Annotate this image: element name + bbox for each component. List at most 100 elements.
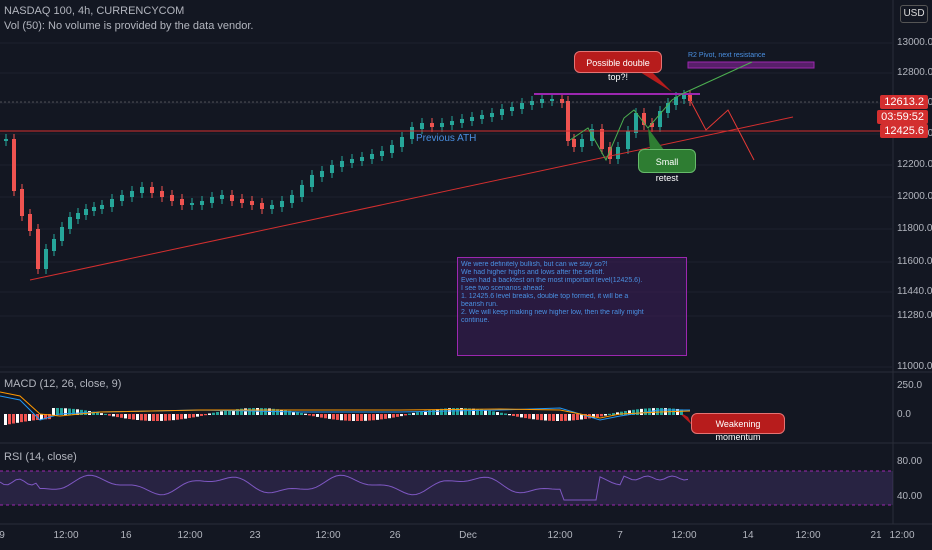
macd-bar [304, 413, 307, 415]
macd-bar [340, 414, 343, 421]
note-line: bearish run. [461, 301, 498, 308]
candle-body [520, 103, 524, 109]
macd-bar [484, 410, 487, 415]
macd-bar [56, 408, 59, 415]
time-tick: 9 [0, 530, 5, 541]
candle-body [320, 171, 324, 177]
symbol-legend: NASDAQ 100, 4h, CURRENCYCOM [4, 5, 185, 17]
analysis-note[interactable]: We were definitely bullish, but can we s… [457, 257, 687, 356]
candle-body [470, 117, 474, 121]
macd-bar [124, 414, 127, 419]
r2-pivot-label[interactable]: R2 Pivot, next resistance [688, 52, 766, 59]
candle-body [20, 189, 24, 216]
bearish-projection [687, 95, 755, 161]
currency-button[interactable]: USD [900, 5, 928, 23]
candle-body [260, 203, 264, 209]
macd-bar [12, 414, 15, 424]
macd-bar [112, 414, 115, 417]
macd-bar [444, 408, 447, 415]
candle-body [36, 229, 40, 269]
macd-bar [680, 409, 683, 415]
macd-bar [568, 414, 571, 421]
macd-bar [244, 408, 247, 415]
small-retest-callout[interactable]: Small retest [638, 149, 696, 183]
note-line: 2. We will keep making new higher low, t… [461, 309, 644, 316]
macd-bar [356, 414, 359, 421]
macd-bar [448, 408, 451, 415]
macd-bar [652, 408, 655, 415]
candle-body [430, 123, 434, 127]
candle-body [550, 99, 554, 101]
candle-body [360, 157, 364, 161]
signal-line [0, 391, 691, 419]
macd-bar [212, 412, 215, 415]
macd-bar [508, 414, 511, 416]
macd-bar [32, 414, 35, 421]
candle-body [350, 159, 354, 163]
candle-body [666, 103, 670, 113]
candle-body [650, 123, 654, 127]
macd-bar [100, 413, 103, 415]
macd-bar [376, 414, 379, 420]
candle-body [390, 145, 394, 153]
macd-bar [452, 408, 455, 415]
macd-bar [220, 411, 223, 415]
macd-bar [320, 414, 323, 418]
macd-bar [96, 412, 99, 415]
double-top-callout[interactable]: Possible double top?! [574, 51, 662, 82]
macd-bar [224, 410, 227, 415]
macd-bar [516, 414, 519, 417]
candle-body [510, 107, 514, 111]
candle-body [580, 139, 584, 147]
macd-bar [148, 414, 151, 421]
macd-bar [464, 408, 467, 415]
candle-body [340, 161, 344, 167]
level-price-tag: 12425.6 [880, 124, 928, 138]
candle-body [290, 195, 294, 203]
candle-body [634, 113, 638, 133]
macd-bar [8, 414, 11, 425]
macd-bar [4, 414, 7, 425]
macd-bar [16, 414, 19, 423]
candle-body [682, 95, 686, 99]
macd-bar [52, 408, 55, 415]
candle-body [28, 214, 32, 231]
candle-body [120, 195, 124, 201]
macd-bar [156, 414, 159, 421]
candle-body [100, 205, 104, 209]
macd-bar [316, 414, 319, 417]
macd-bar [380, 414, 383, 420]
macd-bar [176, 414, 179, 420]
macd-bar [24, 414, 27, 422]
callout-pointer [640, 72, 672, 92]
macd-bar [440, 408, 443, 415]
macd-bar [604, 414, 607, 416]
macd-bar [192, 414, 195, 418]
macd-bar [76, 409, 79, 415]
macd-bar [600, 414, 603, 417]
macd-bar [104, 413, 107, 415]
candle-body [44, 249, 48, 269]
candle-body [68, 217, 72, 229]
macd-bar [108, 414, 111, 416]
macd-tick: 250.0 [897, 380, 923, 391]
macd-bar [28, 414, 31, 421]
macd-bar [140, 414, 143, 421]
macd-bar [64, 408, 67, 415]
candle-body [310, 175, 314, 187]
price-tick: 11280.0 [897, 310, 932, 321]
note-line: We had higher highs and lows after the s… [461, 269, 605, 276]
candle-body [500, 109, 504, 115]
macd-bar [336, 414, 339, 420]
previous-ath-label[interactable]: Previous ATH [416, 133, 477, 144]
candle-body [250, 201, 254, 205]
macd-bar [60, 408, 63, 415]
macd-bar [400, 414, 403, 417]
candle-body [240, 199, 244, 203]
weakening-momentum-callout[interactable]: Weakening momentum [691, 413, 785, 442]
macd-bar [312, 414, 315, 417]
macd-bar [40, 414, 43, 420]
macd-bar [608, 413, 611, 415]
